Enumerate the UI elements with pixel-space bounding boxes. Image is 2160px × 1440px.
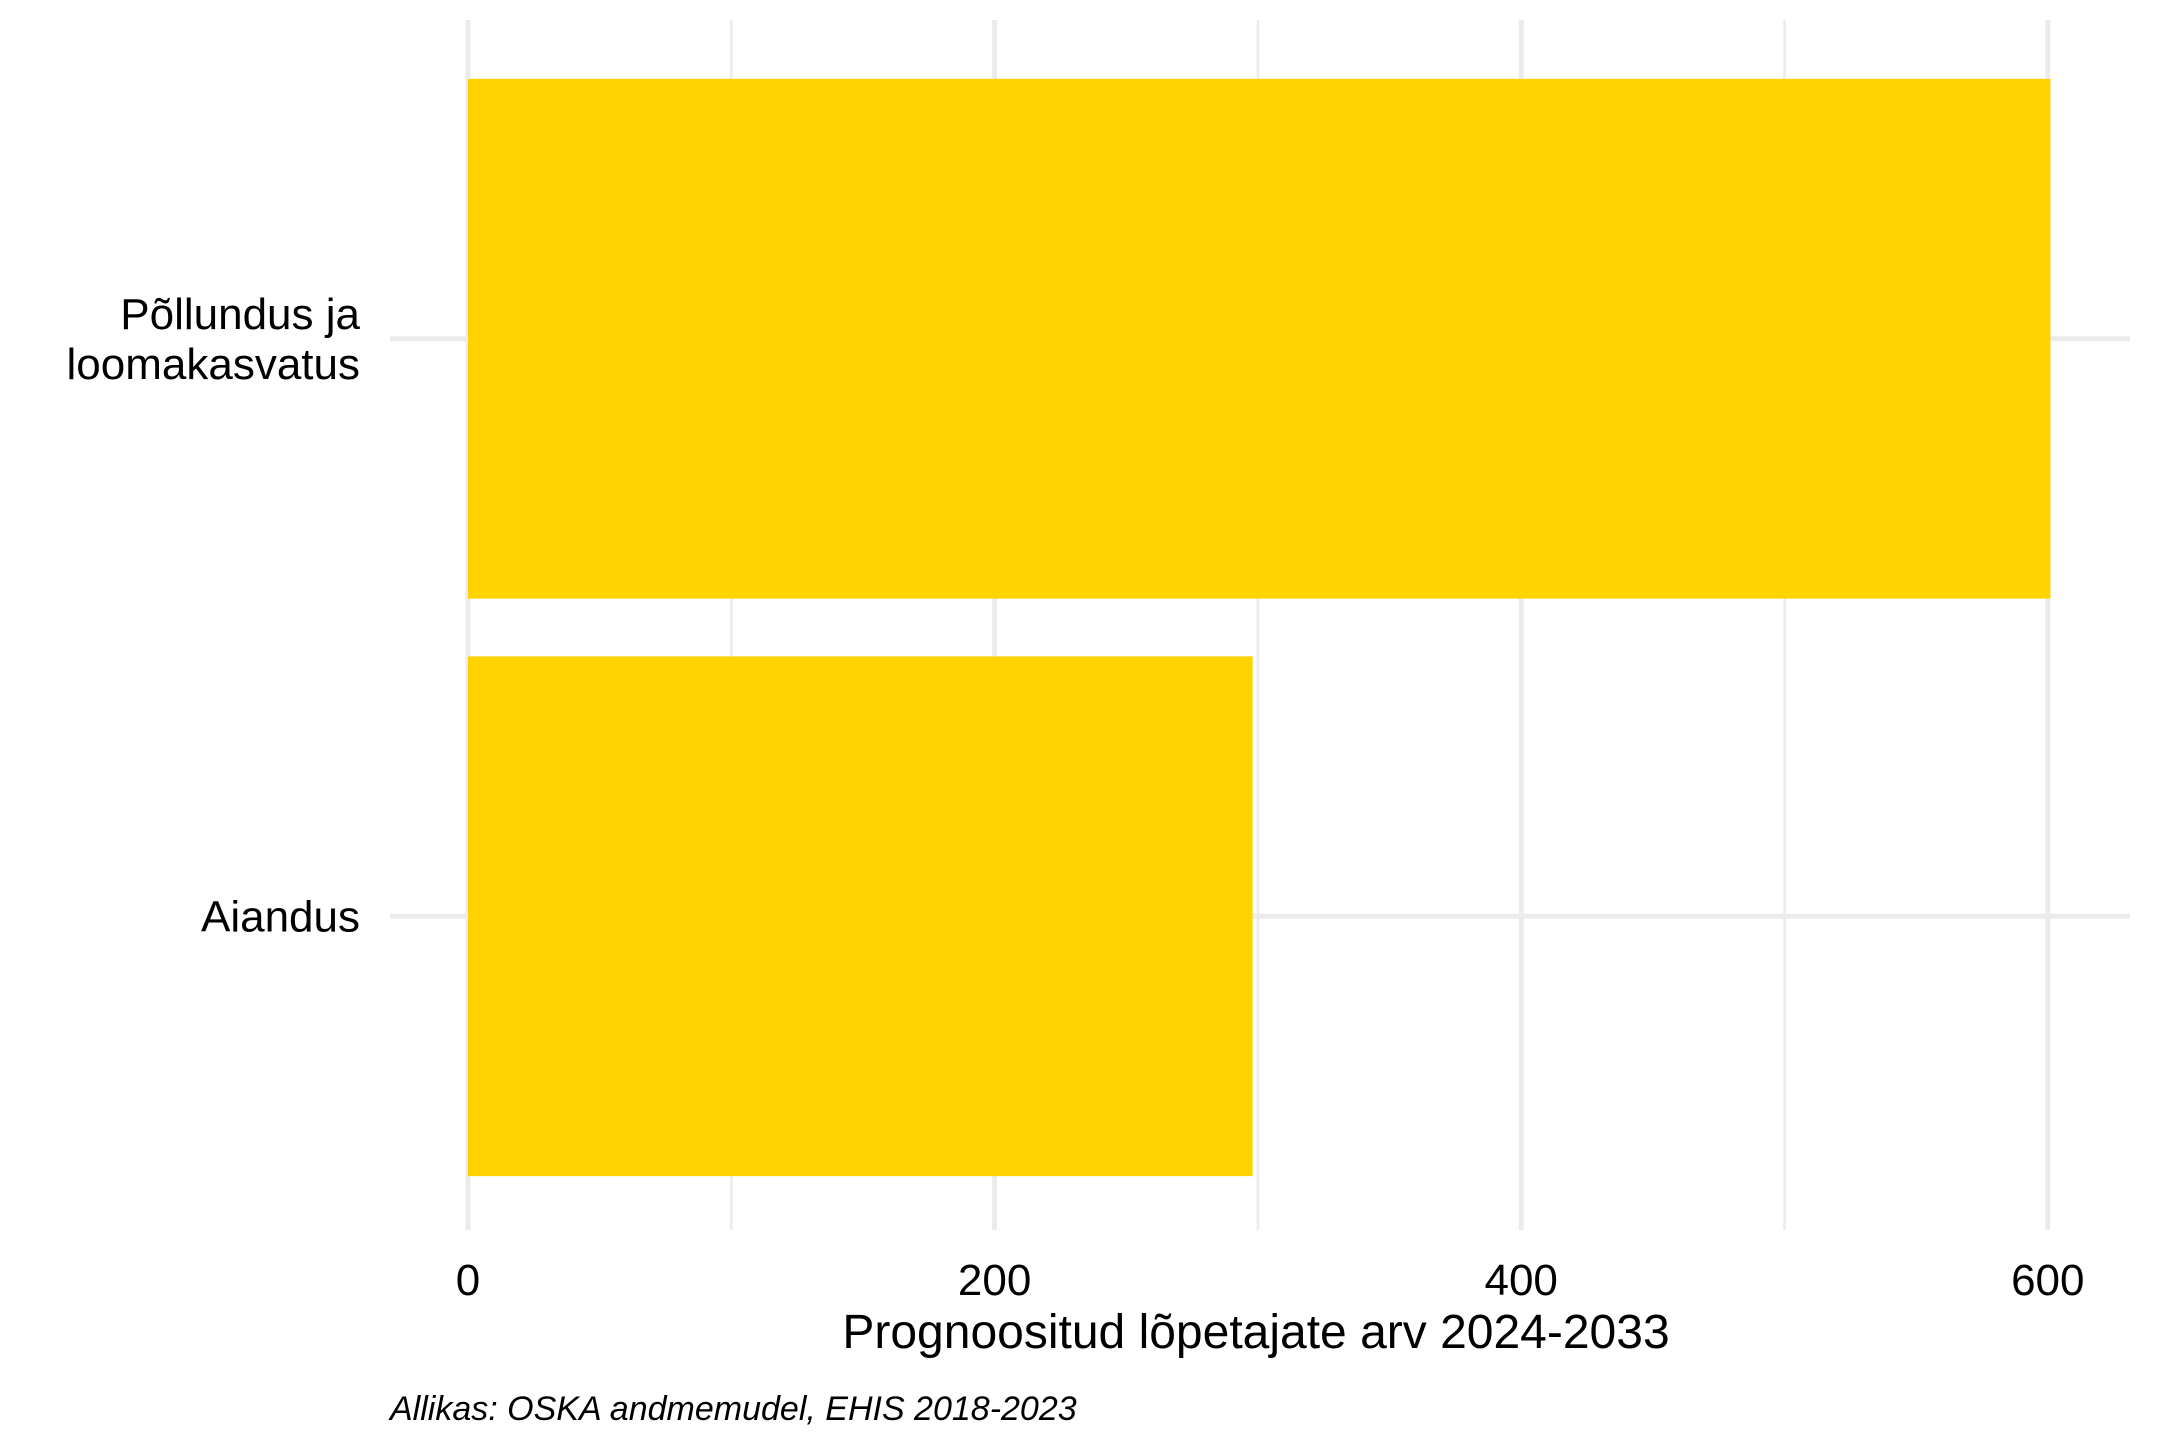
x-axis-title: Prognoositud lõpetajate arv 2024-2033 xyxy=(842,1306,1669,1359)
bar-1 xyxy=(468,78,2051,599)
y-axis-labels: Põllundus ja loomakasvatus Aiandus xyxy=(67,290,361,942)
category-label-line: Aiandus xyxy=(201,892,360,941)
bar-2 xyxy=(468,656,1253,1177)
bars xyxy=(468,78,2051,1177)
category-label-line: Põllundus ja xyxy=(120,290,360,339)
category-label: Aiandus xyxy=(201,892,360,941)
x-axis-tick-labels: 0 200 400 600 xyxy=(456,1256,2085,1305)
source-caption: Allikas: OSKA andmemudel, EHIS 2018-2023 xyxy=(388,1390,1077,1428)
x-tick-label: 400 xyxy=(1484,1256,1557,1305)
x-tick-label: 200 xyxy=(958,1256,1031,1305)
category-label-line: loomakasvatus xyxy=(67,340,360,389)
x-tick-label: 600 xyxy=(2011,1256,2084,1305)
x-tick-label: 0 xyxy=(456,1256,480,1305)
category-label: Põllundus ja loomakasvatus xyxy=(67,290,361,389)
